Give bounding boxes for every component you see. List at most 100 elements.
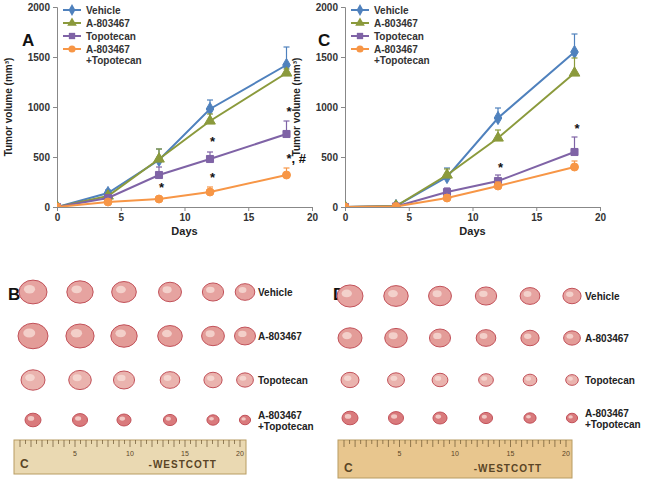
series-marker: [392, 203, 400, 207]
y-tick-mark: [53, 107, 57, 108]
ruler-graduation: [130, 440, 131, 447]
x-tick-mark: [248, 207, 249, 211]
ruler-graduation: [460, 440, 461, 444]
tumor-highlight: [206, 330, 215, 337]
series-marker: [345, 203, 349, 207]
ruler-graduation: [240, 440, 241, 447]
y-axis: 0500100015002000: [316, 2, 346, 213]
annotation: *: [159, 180, 165, 195]
ruler-graduation: [360, 440, 361, 444]
tumor: [479, 412, 492, 423]
y-tick-mark: [53, 157, 57, 158]
legend-label: Topotecan: [86, 31, 136, 42]
ruler-graduation: [388, 440, 389, 447]
x-tick-mark: [121, 207, 122, 211]
ruler-graduation: [179, 440, 180, 444]
ruler-graduation: [488, 440, 489, 447]
y-axis-title: Tumor volume (mm³): [3, 58, 14, 157]
ruler-logo: C: [344, 461, 353, 475]
ruler-graduation: [113, 440, 114, 444]
ruler-graduation: [36, 440, 37, 444]
error-bar-cap: [495, 107, 501, 108]
panel-letter: B: [8, 285, 20, 304]
series-marker: [155, 195, 163, 203]
ruler-graduation: [382, 440, 383, 444]
series-line: [57, 134, 287, 207]
x-axis: 05101520: [55, 207, 319, 223]
tumor-highlight: [71, 285, 82, 293]
tumor: [159, 282, 182, 302]
series-line: [345, 167, 575, 207]
ruler-body: [14, 440, 246, 474]
tumor-highlight: [433, 290, 442, 297]
ruler-graduation: [543, 440, 544, 447]
series-line: [345, 52, 575, 207]
error-bar-cap: [284, 167, 290, 168]
y-tick-label: 500: [33, 152, 50, 163]
panel-letter: C: [318, 31, 330, 50]
y-tick: 1500: [316, 52, 345, 63]
tumor: [342, 411, 358, 425]
tumor: [69, 370, 92, 389]
ruler-brand: -WESTCOTT: [149, 459, 217, 470]
tumor: [18, 323, 48, 349]
tumor: [239, 415, 250, 425]
legend: VehicleA-803467TopotecanA-803467+Topotec…: [63, 4, 142, 66]
tumor-highlight: [526, 415, 531, 419]
tumor-highlight: [166, 417, 171, 421]
y-axis-line: [53, 8, 58, 208]
x-tick-mark: [312, 207, 313, 211]
tumor: [25, 413, 41, 427]
y-axis-line: [341, 8, 346, 208]
row-label: Vehicle: [585, 291, 620, 302]
x-tick: 0: [55, 207, 61, 223]
ruler-graduation: [163, 440, 164, 447]
tumor: [117, 414, 131, 426]
ruler-graduation: [504, 440, 505, 444]
tumor: [564, 331, 581, 345]
x-tick: 20: [307, 207, 319, 223]
ruler-graduation: [190, 440, 191, 444]
series-marker: [154, 153, 165, 162]
x-tick: 10: [467, 207, 479, 223]
tumor: [476, 330, 496, 347]
tumor-highlight: [567, 334, 574, 339]
error-bar-cap: [495, 129, 501, 130]
ruler-graduation: [510, 440, 511, 447]
ruler-graduation: [196, 440, 197, 447]
ruler-graduation: [371, 440, 372, 444]
y-axis-title: Tumor volume (mm³): [291, 58, 302, 157]
annotation: *: [498, 160, 504, 175]
tumor: [520, 288, 540, 305]
series-marker: [345, 203, 349, 207]
x-tick-mark: [473, 207, 474, 211]
x-tick-label: 5: [406, 212, 412, 223]
ruler-graduation: [75, 440, 76, 447]
error-bar-cap: [207, 186, 213, 187]
ruler-graduation: [493, 440, 494, 444]
tumor-highlight: [526, 377, 531, 381]
y-tick-mark: [341, 157, 345, 158]
series-line: [345, 152, 575, 207]
x-tick-mark: [185, 207, 186, 211]
ruler-graduation: [482, 440, 483, 444]
tumor-highlight: [164, 375, 172, 381]
tumor-highlight: [481, 376, 487, 380]
ruler-graduation: [234, 440, 235, 444]
ruler-graduation: [207, 440, 208, 447]
ruler-graduation: [223, 440, 224, 444]
x-tick: 5: [118, 207, 124, 223]
y-tick-label: 500: [321, 152, 338, 163]
series-marker: [571, 148, 578, 155]
tumor: [202, 326, 225, 345]
row-label: Topotecan: [258, 375, 308, 386]
ruler-graduation: [174, 440, 175, 447]
ruler-graduation: [410, 440, 411, 447]
x-tick-label: 15: [243, 212, 255, 223]
ruler-graduation: [443, 440, 444, 447]
tumor-highlight: [239, 287, 247, 293]
ruler-graduation: [471, 440, 472, 444]
ruler-graduation: [47, 440, 48, 444]
series-marker: [206, 102, 214, 115]
y-tick-label: 1000: [28, 102, 51, 113]
